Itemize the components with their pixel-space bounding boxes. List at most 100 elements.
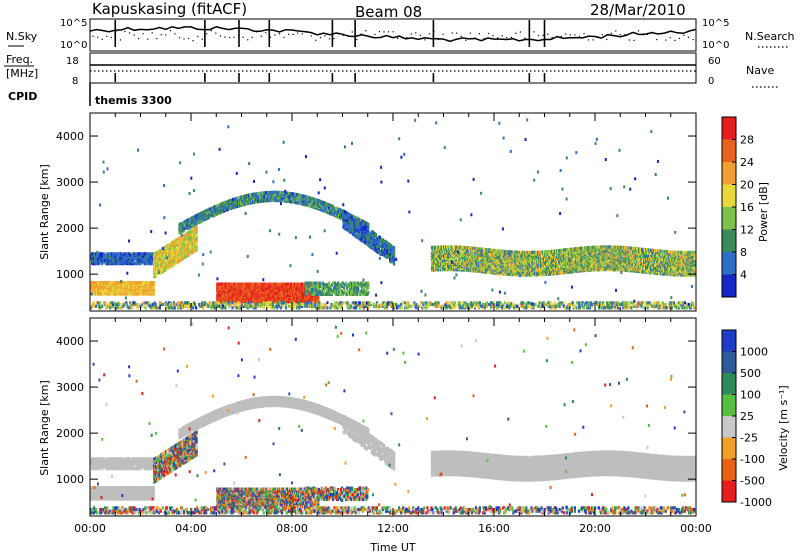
scatter-cell [111, 262, 114, 266]
scatter-cell [348, 213, 351, 218]
nsearch-point [624, 34, 626, 36]
scatter-cell [320, 292, 323, 296]
scatter-cell [343, 215, 346, 219]
scatter-cell [215, 207, 218, 211]
nsearch-point [278, 33, 281, 35]
freq-tick-bottom: 8 [72, 76, 78, 87]
nsearch-point [601, 34, 603, 36]
nsearch-point [183, 38, 185, 40]
nsearch-point [156, 38, 158, 40]
nsearch-point [537, 34, 540, 37]
scatter-cell [150, 262, 153, 266]
scatter-cell [195, 222, 198, 226]
cpid-value: themis 3300 [95, 94, 172, 107]
nave-tick-top: 60 [708, 56, 721, 67]
nsearch-point [506, 37, 508, 39]
nsearch-point [428, 33, 431, 35]
nsearch-point [110, 36, 112, 39]
scatter-cell [215, 209, 218, 213]
nsearch-point [147, 38, 149, 40]
nsky-trace [89, 26, 697, 43]
scatter-cell [270, 195, 273, 199]
nsearch-point [265, 32, 267, 34]
nsearch-point [128, 32, 131, 34]
scatter-cell [191, 250, 194, 254]
scatter-cells [90, 118, 696, 310]
nsearch-point [378, 31, 381, 33]
plot-background [90, 113, 696, 311]
scatter-cell [114, 292, 117, 296]
scatter-cell [328, 208, 332, 212]
nsearch-point [524, 37, 526, 39]
scatter-cell [343, 216, 346, 220]
nsearch-point [397, 37, 399, 39]
scatter-cell [351, 230, 354, 234]
scatter-cell [195, 238, 198, 242]
nsearch-point [142, 33, 144, 35]
nsearch-point [465, 39, 467, 41]
scatter-cell [345, 281, 348, 285]
scatter-cell [139, 262, 142, 266]
scatter-cell [156, 271, 159, 275]
nsearch-point [642, 34, 644, 36]
scatter-cell [332, 213, 336, 217]
nsearch-point [587, 39, 590, 41]
scatter-cell [346, 212, 349, 216]
nsearch-point [474, 37, 476, 39]
scatter-cell [329, 288, 333, 292]
scatter-cell [377, 240, 380, 244]
scatter-cell [331, 205, 335, 209]
scatter-cell [327, 289, 331, 293]
nsearch-point [228, 36, 231, 39]
scatter-cell [311, 288, 314, 292]
nsearch-point [256, 31, 258, 33]
nsearch-point [192, 40, 194, 42]
scatter-cell [339, 288, 342, 292]
scatter-cell [364, 240, 367, 244]
nsearch-point [510, 36, 512, 38]
scatter-cell [353, 224, 356, 228]
nsearch-point [560, 35, 562, 37]
nsearch-point [478, 33, 480, 35]
scatter-cell [183, 241, 186, 245]
scatter-cell [134, 252, 137, 256]
scatter-cell [193, 241, 196, 245]
nsearch-point [106, 35, 108, 37]
scatter-cell [272, 195, 275, 199]
nsearch-point [242, 36, 244, 38]
nsearch-point [669, 37, 671, 39]
scatter-cell [378, 236, 382, 240]
nsearch-label: N.Search [745, 30, 795, 43]
nsearch-point [647, 33, 649, 35]
nsearch-point [133, 34, 135, 36]
nsearch-point [678, 37, 680, 39]
nsearch-point [651, 31, 653, 33]
scatter-cell [367, 281, 370, 285]
scatter-cell [365, 236, 368, 240]
scatter-cell [152, 292, 155, 296]
scatter-cell [183, 233, 186, 237]
scatter-cell [393, 262, 396, 266]
scatter-cell [191, 233, 194, 237]
nave-label: Nave [746, 64, 774, 77]
scatter-cell [345, 223, 348, 227]
nsearch-point [683, 34, 685, 36]
scatter-cell [222, 209, 225, 213]
nsearch-point [178, 37, 181, 39]
scatter-cell [348, 223, 351, 227]
scatter-cell [281, 196, 284, 200]
nsearch-point [406, 37, 408, 39]
scatter-cell [104, 292, 107, 296]
scatter-cell [123, 252, 126, 256]
nsearch-point [469, 32, 471, 34]
nsearch-point [188, 37, 190, 40]
nsearch-point [347, 34, 349, 36]
scatter-cell [348, 215, 351, 219]
scatter-cell [191, 231, 194, 235]
scatter-cell [168, 252, 171, 256]
scatter-cell [118, 262, 121, 266]
scatter-cell [195, 237, 198, 241]
nsearch-point [97, 36, 99, 38]
nsearch-point [101, 38, 103, 40]
scatter-cell [366, 227, 369, 231]
